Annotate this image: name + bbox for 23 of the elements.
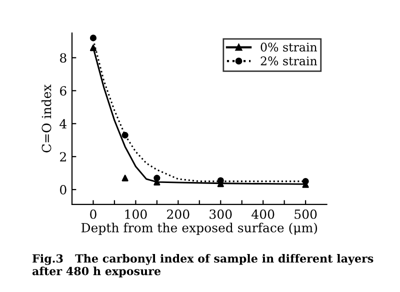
point <box>154 174 160 182</box>
y-tick-label: 4 <box>60 119 67 128</box>
point <box>122 174 128 182</box>
y-tick-label: 6 <box>60 86 66 96</box>
y-tick-label: 0 <box>60 185 66 194</box>
x-tick-label: 100 <box>125 209 147 219</box>
legend-label: 0% strain <box>260 42 318 52</box>
x-tick-label: 300 <box>210 209 232 219</box>
y-axis-title: C=O index <box>42 84 52 152</box>
point <box>122 132 128 138</box>
x-tick-label: 0 <box>90 209 96 219</box>
point <box>90 44 97 52</box>
y-tick-label: 8 <box>60 53 66 63</box>
x-tick-label: 200 <box>167 209 190 219</box>
point <box>90 34 97 42</box>
point <box>217 177 224 184</box>
x-tick-label: 500 <box>294 209 317 219</box>
x-axis-title: Depth from the exposed surface (μm) <box>81 222 318 235</box>
legend-label: 2% strain <box>260 56 318 66</box>
x-tick-label: 400 <box>252 209 274 219</box>
y-tick-label: 2 <box>60 152 66 162</box>
caption: Fig.3 The carbonyl index of sample in different layers after 480 h exposure <box>32 254 374 278</box>
point <box>302 178 309 185</box>
